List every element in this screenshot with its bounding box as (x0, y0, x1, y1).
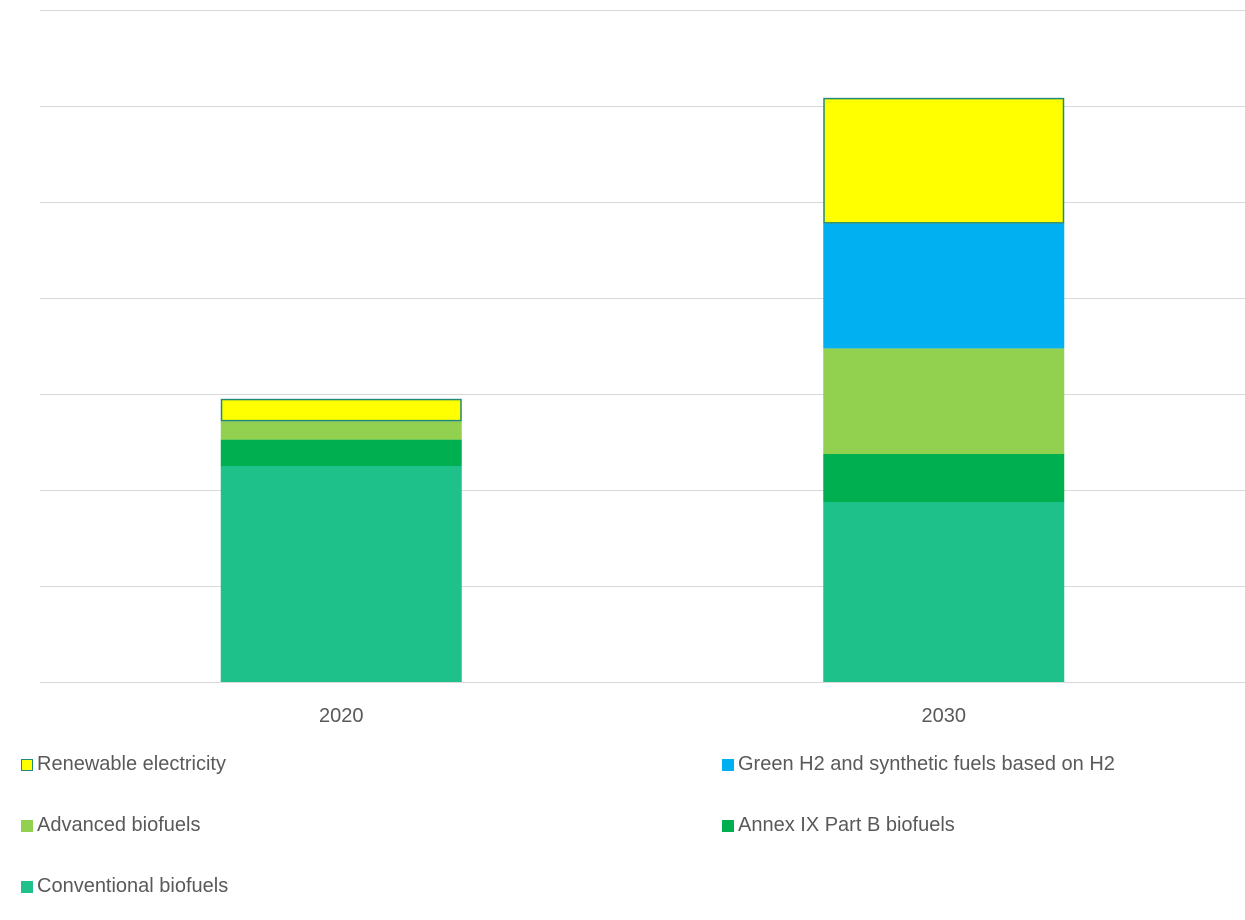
legend-item-renewable-electricity: Renewable electricity (21, 753, 226, 776)
legend-swatch-advanced-biofuels (21, 819, 33, 832)
x-tick-label-2030: 2030 (922, 705, 967, 727)
legend-swatch-conventional-biofuels (21, 880, 33, 893)
bar-segment-2020-conventional-biofuels (220, 466, 462, 682)
legend-label-green-h2: Green H2 and synthetic fuels based on H2 (738, 753, 1115, 775)
legend-item-conventional-biofuels: Conventional biofuels (21, 875, 228, 898)
bar-segment-2030-renewable-electricity (823, 97, 1065, 224)
legend-swatch-annex-ix-part-b (722, 819, 734, 832)
legend: Renewable electricity Green H2 and synth… (0, 745, 1245, 920)
bar-stacks (220, 97, 1065, 682)
legend-item-annex-ix-part-b: Annex IX Part B biofuels (722, 814, 955, 837)
x-tick-label-2020: 2020 (319, 705, 364, 727)
legend-label-advanced-biofuels: Advanced biofuels (37, 814, 201, 836)
legend-item-green-h2: Green H2 and synthetic fuels based on H2 (722, 753, 1115, 776)
x-axis-tick-labels: 2020 2030 (319, 705, 966, 727)
bar-segment-2030-green-h2-and-synthetic-fuels-based-on-h2 (823, 223, 1065, 349)
bar-segment-2030-annex-ix-part-b-biofuels (823, 454, 1065, 502)
bar-segment-2020-annex-ix-part-b-biofuels (220, 439, 462, 466)
bar-segment-2030-advanced-biofuels (823, 348, 1065, 454)
bar-segment-2020-advanced-biofuels (220, 421, 462, 440)
bar-segment-2030-conventional-biofuels (823, 502, 1065, 682)
legend-label-renewable-electricity: Renewable electricity (37, 753, 226, 775)
legend-swatch-green-h2 (722, 758, 734, 771)
stacked-bar-chart: 2020 2030 (40, 10, 1245, 727)
legend-item-advanced-biofuels: Advanced biofuels (21, 814, 200, 837)
legend-swatch-renewable-electricity (21, 758, 33, 771)
legend-label-annex-ix-part-b: Annex IX Part B biofuels (738, 814, 955, 836)
legend-label-conventional-biofuels: Conventional biofuels (37, 875, 229, 897)
bar-segment-2020-renewable-electricity (220, 398, 462, 422)
